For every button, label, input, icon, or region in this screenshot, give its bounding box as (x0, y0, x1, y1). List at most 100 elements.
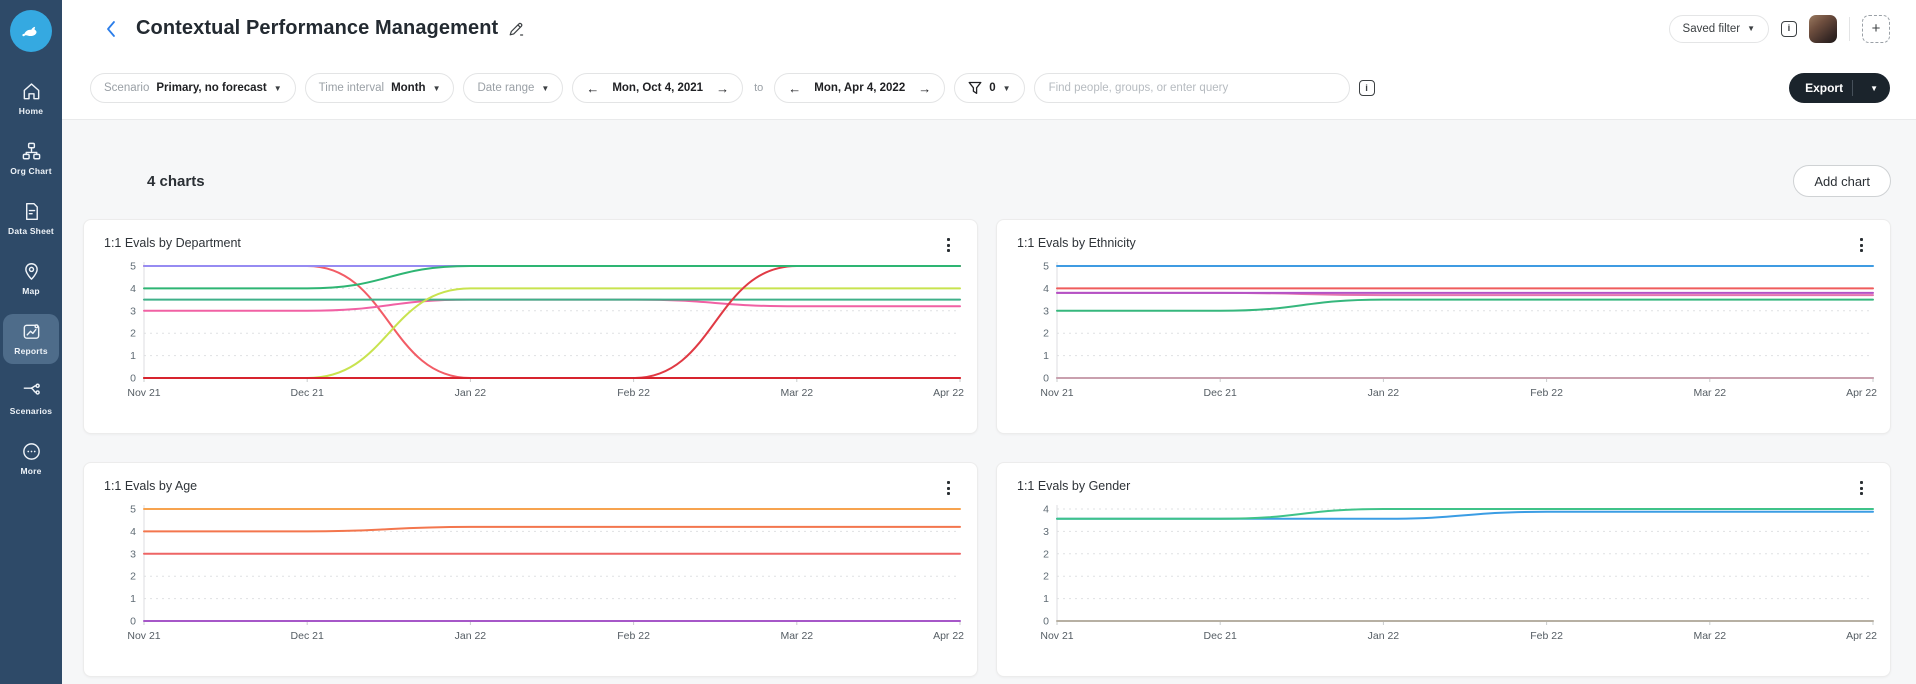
svg-text:5: 5 (130, 504, 136, 516)
home-icon (23, 83, 39, 100)
chart-title: 1:1 Evals by Department (104, 236, 241, 250)
svg-text:Jan 22: Jan 22 (455, 387, 487, 399)
svg-text:Jan 22: Jan 22 (455, 630, 487, 642)
svg-text:Dec 21: Dec 21 (291, 630, 324, 642)
chart-card-department: 1:1 Evals by Department 5 4 3 2 1 0 Nov 21 Dec … (83, 219, 978, 434)
svg-text:1: 1 (130, 350, 136, 362)
arrow-right-icon[interactable]: → (716, 80, 730, 96)
scenarios-icon (23, 383, 40, 395)
sidebar-item-org-chart[interactable]: Org Chart (3, 134, 59, 184)
chevron-down-icon: ▼ (541, 83, 550, 93)
line-chart: 5 4 3 2 1 0 Nov 21 Dec 21 Jan 22 Feb 22 Mar 22 Apr … (1027, 256, 1877, 413)
search-input[interactable] (1048, 82, 1335, 94)
svg-text:3: 3 (1043, 305, 1049, 317)
svg-text:Feb 22: Feb 22 (617, 387, 650, 399)
chart-menu-button[interactable] (1857, 478, 1866, 498)
svg-text:4: 4 (130, 526, 136, 538)
scenario-dropdown[interactable]: Scenario Primary, no forecast ▼ (90, 73, 296, 103)
header-info-button[interactable]: i (1781, 20, 1797, 37)
filter-count: 0 (989, 82, 996, 94)
chevron-left-icon (107, 20, 115, 37)
report-content: 4 charts Add chart 1:1 Evals by Departme… (62, 120, 1916, 684)
query-info-button[interactable]: i (1358, 80, 1375, 96)
sidebar-item-home[interactable]: Home (3, 74, 59, 124)
svg-text:3: 3 (130, 305, 136, 317)
arrow-right-icon[interactable]: → (918, 80, 932, 96)
svg-text:2: 2 (130, 328, 136, 340)
content-header: 4 charts Add chart (62, 120, 1916, 197)
more-icon (22, 443, 40, 460)
to-label: to (754, 82, 764, 94)
info-icon: i (1365, 82, 1368, 94)
info-icon: i (1787, 23, 1791, 34)
main-column: Contextual Performance Management Saved … (62, 0, 1916, 684)
export-button[interactable]: Export ▼ (1789, 73, 1890, 103)
sidebar-item-label: Home (18, 106, 44, 116)
export-label: Export (1805, 81, 1844, 95)
svg-text:Nov 21: Nov 21 (127, 630, 160, 642)
sidebar-item-data-sheet[interactable]: Data Sheet (3, 194, 59, 244)
sidebar-item-label: More (20, 466, 42, 476)
sidebar-item-reports[interactable]: Reports (3, 314, 59, 364)
chart-menu-button[interactable] (944, 235, 953, 255)
svg-text:Apr 22: Apr 22 (1846, 630, 1877, 642)
sidebar: Home Org Chart Data Sheet Map (0, 0, 62, 684)
org-chart-icon (22, 142, 40, 160)
sidebar-item-scenarios[interactable]: Scenarios (3, 374, 59, 424)
data-sheet-icon (25, 202, 38, 221)
chart-title: 1:1 Evals by Ethnicity (1017, 236, 1136, 250)
pencil-icon (509, 22, 524, 36)
line-chart: 5 4 3 2 1 0 Nov 21 Dec 21 Jan 22 Feb 22 Mar 22 Apr … (114, 256, 964, 413)
saved-filter-label: Saved filter (1682, 22, 1741, 35)
date-range-dropdown[interactable]: Date range ▼ (463, 73, 564, 103)
svg-text:Nov 21: Nov 21 (1040, 630, 1073, 642)
sidebar-item-label: Map (22, 286, 40, 296)
svg-text:Nov 21: Nov 21 (1040, 387, 1073, 399)
sidebar-item-more[interactable]: More (3, 434, 59, 484)
chart-card-age: 1:1 Evals by Age 5 4 3 2 1 0 Nov 21 Dec 21 Jan 2… (83, 462, 978, 677)
start-date-picker: ← Mon, Oct 4, 2021 → (572, 73, 744, 103)
chart-menu-button[interactable] (1857, 235, 1866, 255)
scenario-label: Scenario (104, 82, 150, 94)
time-interval-dropdown[interactable]: Time interval Month ▼ (304, 73, 455, 103)
sidebar-item-label: Org Chart (10, 166, 52, 176)
start-date-value[interactable]: Mon, Oct 4, 2021 (612, 82, 704, 94)
svg-text:2: 2 (1043, 571, 1049, 583)
time-interval-value: Month (391, 82, 426, 94)
chevron-down-icon[interactable]: ▼ (1870, 83, 1878, 93)
end-date-value[interactable]: Mon, Apr 4, 2022 (814, 82, 906, 94)
svg-text:1: 1 (130, 593, 136, 605)
back-button[interactable] (100, 18, 122, 40)
add-widget-button[interactable]: + (1862, 14, 1890, 43)
svg-text:3: 3 (1043, 526, 1049, 538)
line-chart: 4 3 2 2 1 0 Nov 21 Dec 21 Jan 22 Feb 22 Mar 22 Apr … (1027, 499, 1877, 656)
svg-text:Mar 22: Mar 22 (780, 387, 813, 399)
chart-menu-button[interactable] (944, 478, 953, 498)
sidebar-item-map[interactable]: Map (3, 254, 59, 304)
chevron-down-icon: ▼ (1002, 83, 1011, 93)
arrow-left-icon[interactable]: ← (788, 80, 802, 96)
end-date-picker: ← Mon, Apr 4, 2022 → (774, 73, 946, 103)
charthop-logo[interactable] (10, 10, 52, 52)
time-interval-label: Time interval (318, 82, 385, 94)
funnel-icon (968, 81, 982, 95)
chevron-down-icon: ▼ (1747, 24, 1755, 33)
svg-text:Jan 22: Jan 22 (1368, 387, 1400, 399)
saved-filter-dropdown[interactable]: Saved filter ▼ (1668, 14, 1769, 43)
svg-text:Apr 22: Apr 22 (933, 387, 964, 399)
chart-title: 1:1 Evals by Age (104, 479, 198, 493)
svg-text:Dec 21: Dec 21 (1204, 630, 1237, 642)
sidebar-item-label: Data Sheet (8, 226, 54, 236)
svg-text:Mar 22: Mar 22 (1693, 630, 1726, 642)
svg-text:5: 5 (1043, 261, 1049, 273)
svg-text:2: 2 (1043, 328, 1049, 340)
edit-title-button[interactable] (508, 21, 524, 37)
filter-count-dropdown[interactable]: 0 ▼ (954, 73, 1025, 103)
avatar[interactable] (1809, 14, 1837, 43)
svg-text:4: 4 (1043, 504, 1049, 516)
svg-text:Apr 22: Apr 22 (933, 630, 964, 642)
filter-bar: Scenario Primary, no forecast ▼ Time int… (62, 57, 1916, 120)
add-chart-button[interactable]: Add chart (1793, 165, 1891, 197)
arrow-left-icon[interactable]: ← (586, 80, 600, 96)
svg-text:Dec 21: Dec 21 (291, 387, 324, 399)
